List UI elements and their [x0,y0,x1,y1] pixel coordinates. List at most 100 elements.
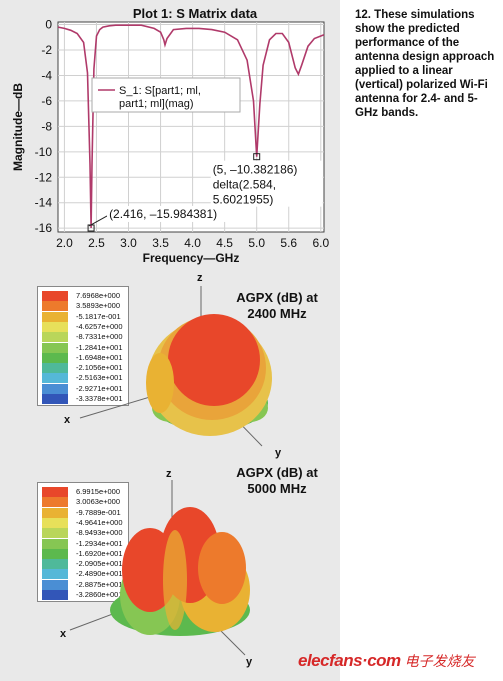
legend-label: 3.5893e+000 [76,301,121,311]
legend-label: -4.9641e+000 [76,517,123,527]
s-matrix-chart: 0 -2 -4 -6 -8 -10 -12 -14 -16 2.0 2.5 3.0 3.5 4.0 4.5… [11,18,329,265]
legend-label: 6.9915e+000 [76,487,121,496]
legend-swatch [42,590,68,600]
pattern-5000-title-line1: AGPX (dB) at [236,465,318,480]
y-tick-label: -6 [41,94,52,108]
legend-swatch [42,579,68,590]
marker-1-leader [88,215,108,227]
legend-swatch [42,497,68,508]
legend-swatch [42,363,68,374]
legend-label: 3.0063e+000 [76,497,121,507]
legend-label: -2.0905e+001 [76,559,123,569]
x-ticks: 2.0 2.5 3.0 3.5 4.0 4.5 5.0 5.6 6.0 [56,236,329,250]
legend-swatch [42,507,68,518]
legend-swatch [42,517,68,528]
legend-swatch [42,548,68,559]
legend-swatch [42,487,68,497]
legend-line-2: part1; ml](mag) [119,98,194,110]
y-tick-label: -16 [35,221,53,235]
legend-swatch [42,394,68,404]
y-tick-label: -12 [35,170,53,184]
y-tick-label: -8 [41,119,52,133]
legend-swatch [42,528,68,539]
legend-swatch [42,373,68,384]
legend-swatch [42,569,68,580]
pattern-5000-legend: 6.9915e+000 3.0063e+000 -9.7889e-001 -4.964… [37,482,129,602]
x-tick-label: 6.0 [312,236,329,250]
marker-1-label: (2.416, –15.984381) [109,207,217,221]
x-tick-label: 5.6 [280,236,297,250]
chart-legend: S_1: S[part1; ml, part1; ml](mag) [91,77,241,113]
pattern-5000-plot [69,480,250,656]
legend-label: -3.3378e+001 [76,394,123,403]
legend-label: -2.1056e+001 [76,363,123,373]
x-tick-label: 4.0 [184,236,201,250]
y-tick-label: -2 [41,43,52,57]
pattern-5000-title: AGPX (dB) at 5000 MHz [222,465,332,497]
pattern-2400-axis-y: y [275,447,282,459]
figure-caption: 12. These simulations show the predicted… [355,9,495,119]
legend-label: -2.5163e+001 [76,373,123,383]
marker-1-label-bg [107,205,242,222]
x-tick-label: 2.5 [88,236,105,250]
pattern-2400-plot [79,286,272,447]
x-tick-label: 2.0 [56,236,73,250]
y-tick-label: -4 [41,68,52,82]
legend-label: -1.2934e+001 [76,538,123,548]
legend-swatch [42,332,68,343]
pattern-5000-axis-z: z [166,468,172,480]
legend-line-1: S_1: S[part1; ml, [119,85,201,97]
pattern-2400-title-line1: AGPX (dB) at [236,290,318,305]
legend-label: 7.6968e+000 [76,291,121,300]
pattern-5000-axis-y: y [246,656,253,668]
legend-label: -9.7889e-001 [76,507,121,517]
watermark-cn: 电子发烧友 [404,653,475,669]
marker-2 [253,153,261,161]
x-tick-label: 3.0 [120,236,137,250]
legend-swatch [42,291,68,301]
pattern-5000-axis-x: x [60,628,67,640]
pattern-5000-body [110,507,250,636]
marker-2-label-line: delta(2.584, [213,178,276,192]
legend-swatch [42,301,68,312]
legend-label: -5.1817e-001 [76,311,121,321]
pattern-2400-axis-x: x [64,414,71,426]
legend-swatch [42,538,68,549]
legend-swatch [42,311,68,322]
legend-swatch [42,383,68,394]
legend-swatch [42,352,68,363]
s11-series-line [57,24,325,229]
pattern-2400-title: AGPX (dB) at 2400 MHz [222,290,332,322]
y-ticks: 0 -2 -4 -6 -8 -10 -12 -14 -16 [35,18,53,236]
y-tick-label: -10 [35,145,53,159]
legend-label: -1.6948e+001 [76,352,123,362]
legend-label: -4.6257e+000 [76,321,123,331]
marker-2-label-line: (5, –10.382186) [213,163,298,177]
legend-label: -2.4890e+001 [76,569,123,579]
x-tick-label: 4.5 [216,236,233,250]
legend-label: -2.9271e+001 [76,383,123,393]
legend-swatch [42,342,68,353]
marker-2-label-bg [210,160,323,207]
x-tick-label: 5.0 [248,236,265,250]
watermark-logo: elecfans·com 电子发烧友 [298,651,498,675]
pattern-2400-legend: 7.6968e+000 3.5893e+000 -5.1817e-001 -4.625… [37,286,129,406]
y-tick-label: -14 [35,196,53,210]
legend-label: -8.7331e+000 [76,332,123,342]
pattern-5000-title-line2: 5000 MHz [247,481,307,496]
pattern-2400-axis-z: z [197,272,203,284]
pattern-2400-title-line2: 2400 MHz [247,306,307,321]
legend-label: -3.2860e+001 [76,590,123,599]
caption-panel [340,0,503,681]
y-axis-label: Magnitude—dB [11,83,25,171]
legend-label: -1.2841e+001 [76,342,123,352]
marker-2-label-line: 5.6021955) [213,193,274,207]
pattern-2400-body [146,314,272,436]
chart-markers: (2.416, –15.984381) (5, –10.382186)delta(… [87,153,323,232]
legend-label: -1.6920e+001 [76,548,123,558]
y-tick-label: 0 [45,18,52,32]
legend-label: -8.9493e+000 [76,528,123,538]
watermark-brand: elecfans·com [298,651,401,670]
x-axis-label: Frequency—GHz [143,251,240,265]
chart-title: Plot 1: S Matrix data [132,6,258,21]
